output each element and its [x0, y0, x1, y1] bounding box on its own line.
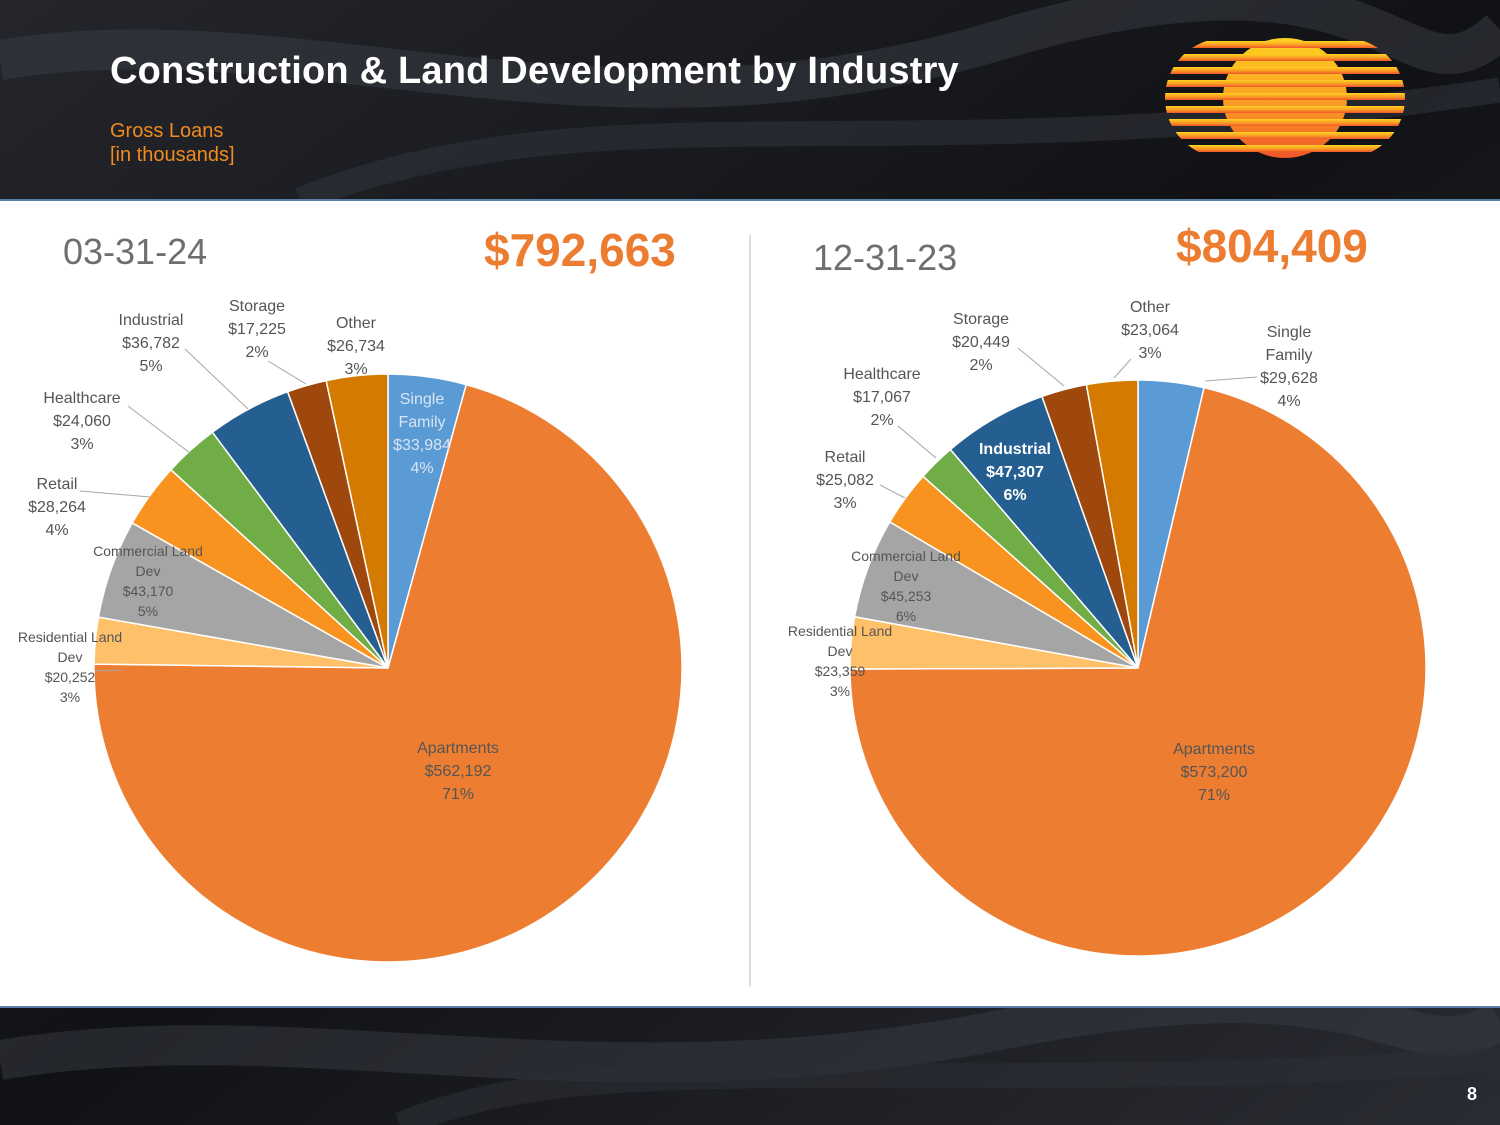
chart-2-total: $804,409	[1176, 220, 1368, 272]
pie-2-label-single-family-name-1: Family	[1265, 347, 1312, 364]
pie-1-label-healthcare-value: $24,060	[53, 413, 111, 430]
pie-2-label-single-family-name-0: Single	[1267, 324, 1312, 341]
pie-2-leader-storage	[1017, 347, 1065, 387]
pie-2-label-retail-value: $25,082	[816, 472, 874, 489]
pie-2-label-other-name-0: Other	[1130, 299, 1171, 316]
pie-2-label-single-family-pct: 4%	[1277, 393, 1300, 410]
pie-1-label-commercial-land-dev-name-1: Dev	[136, 563, 161, 579]
pie-1-label-residential-land-dev-name-0: Residential Land	[18, 629, 122, 645]
pie-2-leader-retail	[879, 484, 906, 499]
pie-1-label-residential-land-dev-name-1: Dev	[58, 649, 83, 665]
pie-2-label-single-family-value: $29,628	[1260, 370, 1318, 387]
pie-1-leader-residential-land-dev	[94, 669, 123, 672]
pie-1-leader-industrial	[184, 348, 249, 410]
pie-1-label-apartments-name-0: Apartments	[417, 740, 499, 757]
pie-1-label-healthcare-pct: 3%	[70, 436, 93, 453]
panel-divider	[749, 235, 751, 987]
pie-chart-1	[93, 373, 683, 963]
pie-1-label-industrial-value: $36,782	[122, 335, 180, 352]
pie-1-label-single-family-name-1: Family	[398, 414, 445, 431]
pie-1-label-other-pct: 3%	[344, 361, 367, 378]
pie-1-label-retail-pct: 4%	[45, 522, 68, 539]
pie-2-label-industrial-value: $47,307	[986, 464, 1044, 481]
pie-2-label-apartments-name-0: Apartments	[1173, 741, 1255, 758]
pie-2-label-commercial-land-dev-value: $45,253	[881, 588, 932, 604]
pie-2-label-retail-pct: 3%	[833, 495, 856, 512]
pie-1-label-single-family-name-0: Single	[400, 391, 445, 408]
pie-2-label-other-value: $23,064	[1121, 322, 1179, 339]
chart-panel: 03-31-24 $792,663 12-31-23 $804,409 Sing…	[0, 199, 1500, 1008]
pie-1-label-commercial-land-dev-pct: 5%	[138, 603, 158, 619]
pie-2-label-healthcare-name-0: Healthcare	[843, 366, 920, 383]
pie-1-label-other-name-0: Other	[336, 315, 377, 332]
pie-1-slice-apartments	[93, 383, 683, 963]
pie-1-label-retail-name-0: Retail	[37, 476, 78, 493]
pie-1-label-industrial-name-0: Industrial	[119, 312, 184, 329]
subtitle-line-1: Gross Loans	[110, 120, 224, 142]
pie-2-label-apartments-pct: 71%	[1198, 787, 1230, 804]
pie-1-label-industrial-pct: 5%	[139, 358, 162, 375]
pie-2-label-industrial-name-0: Industrial	[979, 441, 1051, 458]
pie-2-slice-apartments	[849, 386, 1427, 957]
subtitle: Gross Loans [in thousands]	[110, 119, 235, 167]
pie-1-label-healthcare-name-0: Healthcare	[43, 390, 120, 407]
pie-1-label-apartments-pct: 71%	[442, 786, 474, 803]
pie-2-label-commercial-land-dev-name-0: Commercial Land	[851, 548, 961, 564]
pie-2-label-industrial-pct: 6%	[1003, 487, 1026, 504]
pie-1-leader-storage	[267, 360, 307, 385]
pie-1-label-single-family-pct: 4%	[410, 460, 433, 477]
pie-2-label-residential-land-dev-value: $23,359	[815, 663, 866, 679]
pie-2-label-storage-name-0: Storage	[953, 311, 1009, 328]
pie-1-label-storage-value: $17,225	[228, 321, 286, 338]
pie-1-label-single-family-value: $33,984	[393, 437, 451, 454]
pie-2-label-healthcare-pct: 2%	[870, 412, 893, 429]
pie-1-label-apartments-value: $562,192	[425, 763, 492, 780]
pie-2-label-storage-pct: 2%	[969, 357, 992, 374]
pie-1-label-storage-pct: 2%	[245, 344, 268, 361]
pie-2-label-residential-land-dev-name-0: Residential Land	[788, 623, 892, 639]
pie-2-label-retail-name-0: Retail	[825, 449, 866, 466]
chart-1-total: $792,663	[484, 224, 676, 276]
pie-2-label-commercial-land-dev-pct: 6%	[896, 608, 916, 624]
pie-2-slice-other	[1085, 379, 1139, 669]
pie-1-label-other-value: $26,734	[327, 338, 385, 355]
pie-2-leader-healthcare	[897, 425, 937, 459]
pie-2-label-commercial-land-dev-name-1: Dev	[894, 568, 919, 584]
pie-chart-2	[849, 379, 1427, 957]
pie-1-label-commercial-land-dev-name-0: Commercial Land	[93, 543, 203, 559]
chart-1-date: 03-31-24	[63, 231, 208, 272]
pie-1-label-retail-value: $28,264	[28, 499, 86, 516]
pie-2-label-storage-value: $20,449	[952, 334, 1010, 351]
subtitle-line-2: [in thousands]	[110, 144, 235, 166]
pie-2-leader-other	[1113, 358, 1132, 379]
pie-2-label-residential-land-dev-pct: 3%	[830, 683, 850, 699]
page-title: Construction & Land Development by Indus…	[110, 50, 959, 92]
pie-2-label-healthcare-value: $17,067	[853, 389, 911, 406]
pie-2-label-other-pct: 3%	[1138, 345, 1161, 362]
pie-charts: Single Family $33,984 4% Apartments $562,192 7…	[18, 298, 1427, 963]
pie-1-label-commercial-land-dev-value: $43,170	[123, 583, 174, 599]
pie-1-leader-healthcare	[127, 405, 191, 454]
company-logo	[1165, 38, 1405, 158]
pie-2-label-residential-land-dev-name-1: Dev	[828, 643, 853, 659]
pie-1-label-storage-name-0: Storage	[229, 298, 285, 315]
pie-2-leader-single-family	[1204, 376, 1258, 382]
pie-2-label-apartments-value: $573,200	[1181, 764, 1248, 781]
chart-2-date: 12-31-23	[813, 237, 958, 278]
pie-1-label-residential-land-dev-value: $20,252	[45, 669, 96, 685]
pie-1-label-residential-land-dev-pct: 3%	[60, 689, 80, 705]
pie-1-leader-retail	[79, 490, 151, 498]
pie-1-slice-other	[325, 373, 389, 669]
page-number: 8	[1466, 1084, 1477, 1104]
